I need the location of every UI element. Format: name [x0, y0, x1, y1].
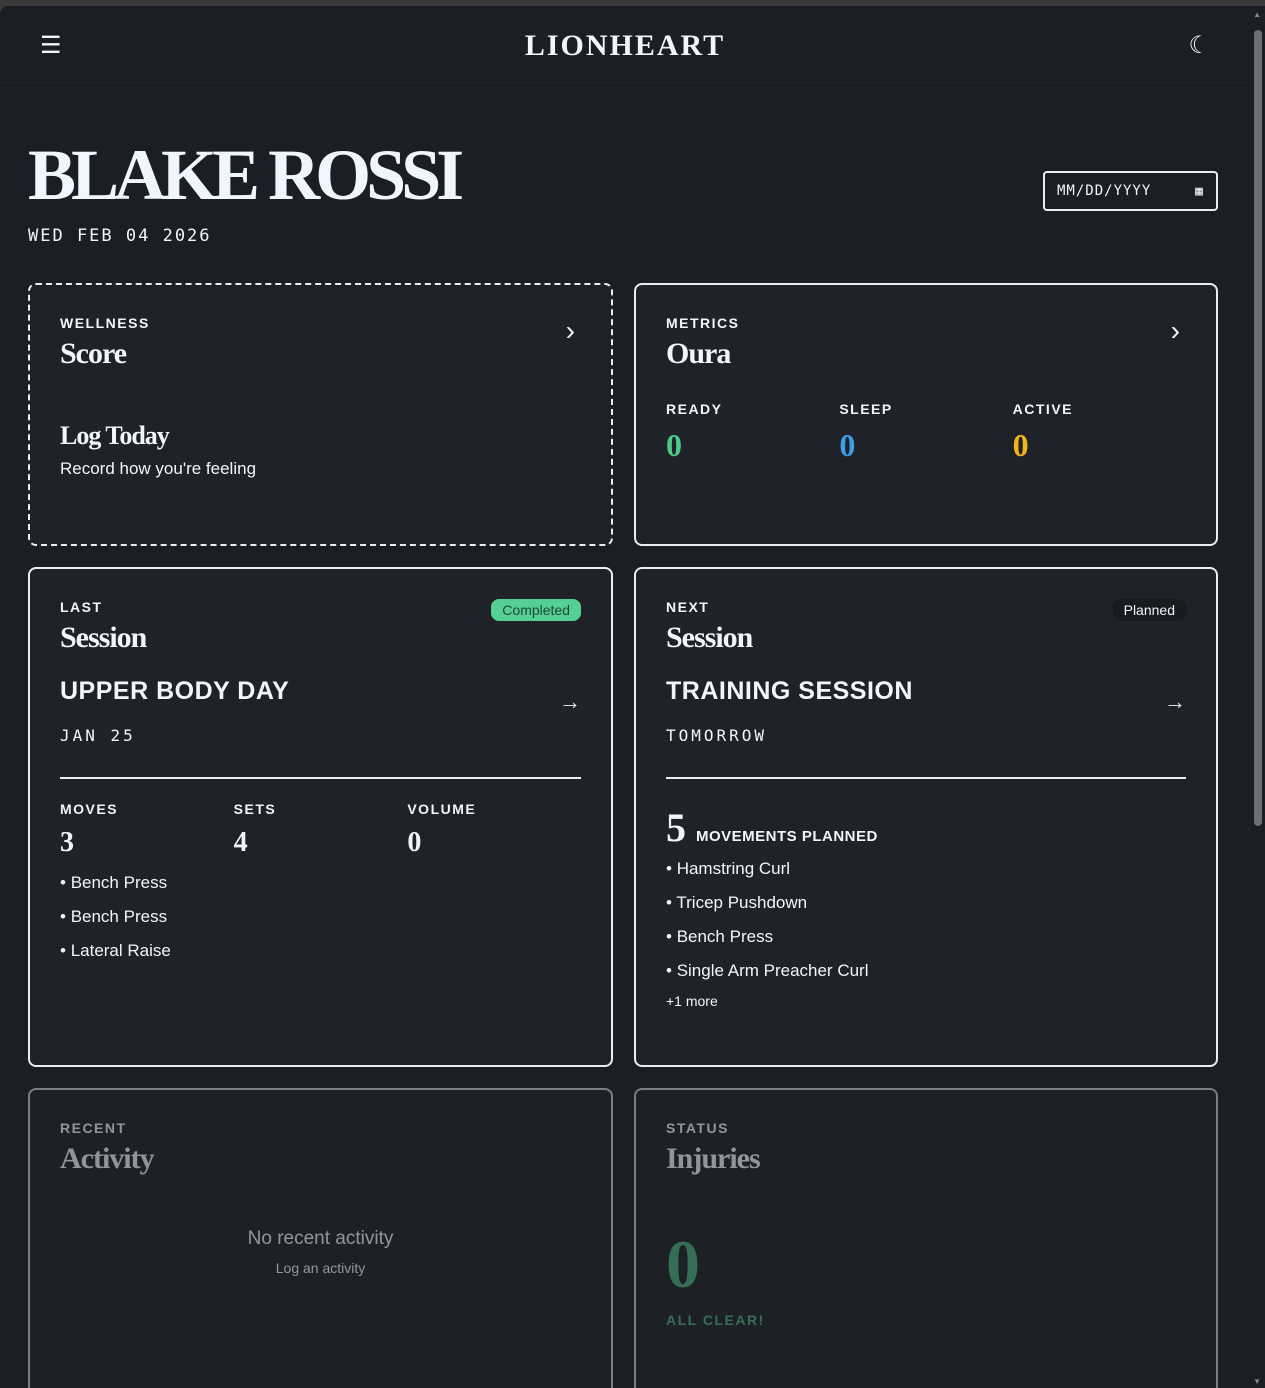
scroll-up-icon[interactable]: ▲ — [1253, 10, 1261, 19]
card-label: METRICS — [666, 315, 740, 331]
current-date: WED FEB 04 2026 — [28, 226, 212, 246]
session-name: TRAINING SESSION — [666, 677, 913, 705]
date-placeholder: MM/DD/YYYY — [1057, 183, 1152, 199]
metric-active: ACTIVE 0 — [1013, 401, 1186, 464]
metric-value: 0 — [666, 427, 682, 463]
exercise-item: • Hamstring Curl — [666, 859, 791, 878]
metric-value: 0 — [1012, 427, 1029, 463]
next-session-card[interactable]: NEXT Session Planned TRAINING SESSION → … — [634, 567, 1218, 1067]
card-label: NEXT — [666, 599, 710, 615]
metric-label: ACTIVE — [1012, 401, 1073, 417]
exercise-item: • Single Arm Preacher Curl — [666, 961, 869, 980]
arrow-right-icon[interactable]: → — [559, 689, 581, 714]
session-date: TOMORROW — [666, 726, 768, 745]
card-label: WELLNESS — [60, 315, 150, 331]
count-label: MOVEMENTS PLANNED — [696, 828, 878, 845]
session-name: UPPER BODY DAY — [60, 677, 290, 705]
exercise-item: • Lateral Raise — [60, 941, 171, 960]
card-title: Session — [666, 621, 753, 654]
card-title: Activity — [60, 1142, 155, 1175]
exercise-item: • Tricep Pushdown — [666, 893, 808, 912]
more-link[interactable]: +1 more — [666, 993, 718, 1009]
divider — [60, 777, 581, 779]
stat-sets: SETS 4 — [234, 801, 408, 859]
exercise-item: • Bench Press — [666, 927, 774, 946]
injury-count: 0 — [666, 1226, 700, 1302]
metrics-card[interactable]: METRICS Oura › READY 0 SLEEP 0 ACTIVE 0 — [634, 283, 1218, 546]
athlete-name: BLAKE ROSSI — [28, 135, 464, 215]
moon-icon[interactable]: ☾ — [1188, 32, 1210, 59]
card-label: STATUS — [666, 1120, 729, 1136]
last-session-card[interactable]: LAST Session Completed UPPER BODY DAY → … — [28, 567, 613, 1067]
arrow-right-icon[interactable]: → — [1164, 689, 1186, 714]
scroll-down-icon[interactable]: ▼ — [1253, 1377, 1261, 1386]
app-logo[interactable]: LIONHEART — [524, 28, 726, 62]
stat-label: VOLUME — [407, 801, 477, 817]
stat-value: 4 — [233, 827, 248, 858]
metric-ready: READY 0 — [666, 401, 839, 464]
status-badge: Completed — [491, 599, 581, 621]
exercise-item: • Bench Press — [60, 907, 168, 926]
metric-sleep: SLEEP 0 — [839, 401, 1012, 464]
metric-label: READY — [666, 401, 723, 417]
scrollbar-thumb[interactable] — [1254, 30, 1262, 826]
metric-label: SLEEP — [839, 401, 893, 417]
divider — [666, 777, 1186, 779]
activity-card[interactable]: RECENT Activity No recent activity Log a… — [28, 1088, 613, 1388]
stat-volume: VOLUME 0 — [407, 801, 581, 859]
wellness-card[interactable]: WELLNESS Score › Log Today Record how yo… — [28, 283, 613, 546]
calendar-icon[interactable]: ▦ — [1195, 183, 1204, 199]
card-title: Injuries — [666, 1142, 761, 1175]
status-badge: Planned — [1112, 599, 1186, 621]
card-title: Oura — [666, 337, 731, 370]
chevron-right-icon[interactable]: › — [565, 315, 575, 346]
card-label: LAST — [60, 599, 103, 615]
injury-status: ALL CLEAR! — [666, 1312, 765, 1328]
exercise-item: • Bench Press — [60, 873, 168, 892]
log-activity-link[interactable]: Log an activity — [275, 1260, 366, 1276]
injuries-card[interactable]: STATUS Injuries 0 ALL CLEAR! — [634, 1088, 1218, 1388]
card-label: RECENT — [60, 1120, 127, 1136]
planned-count: 5 MOVEMENTS PLANNED — [666, 805, 1186, 850]
stat-label: MOVES — [60, 801, 119, 817]
top-nav: ☰ LIONHEART ☾ — [0, 6, 1250, 86]
date-input[interactable]: MM/DD/YYYY ▦ — [1043, 171, 1218, 211]
stat-value: 0 — [407, 827, 422, 858]
stat-value: 3 — [60, 827, 74, 858]
chevron-right-icon[interactable]: › — [1170, 315, 1180, 346]
log-today-title[interactable]: Log Today — [60, 421, 170, 450]
log-today-subtitle: Record how you're feeling — [60, 459, 257, 478]
scrollbar[interactable]: ▲ ▼ — [1250, 6, 1265, 1388]
hamburger-icon[interactable]: ☰ — [40, 32, 62, 59]
count-value: 5 — [666, 805, 686, 850]
metric-value: 0 — [839, 427, 856, 463]
app-window: ☰ LIONHEART ☾ BLAKE ROSSI WED FEB 04 202… — [0, 6, 1250, 1388]
card-title: Session — [60, 621, 147, 654]
card-title: Score — [60, 337, 127, 370]
stat-label: SETS — [233, 801, 277, 817]
stat-moves: MOVES 3 — [60, 801, 234, 859]
empty-message: No recent activity — [247, 1228, 394, 1249]
session-date: JAN 25 — [60, 726, 136, 745]
